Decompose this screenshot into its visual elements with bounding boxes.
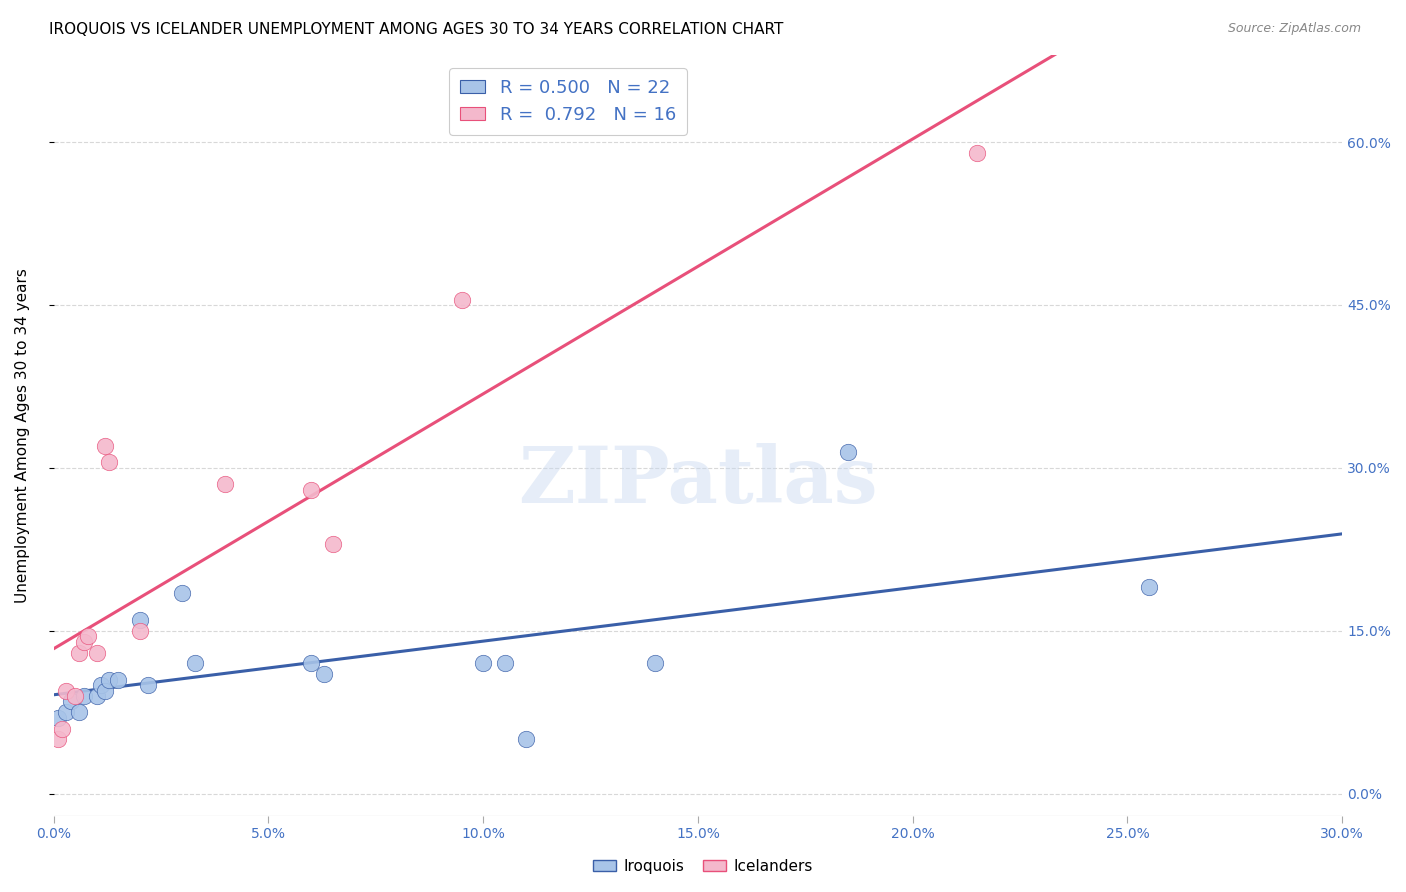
Point [77, 629, 100, 643]
Point [94, 683, 117, 698]
Point [1137, 581, 1160, 595]
Point [644, 657, 666, 671]
Point [184, 657, 207, 671]
Text: ZIPatlas: ZIPatlas [519, 443, 877, 519]
Point [515, 732, 537, 747]
Point [98, 455, 121, 469]
Point [94, 439, 117, 453]
Point [107, 673, 129, 687]
Text: Source: ZipAtlas.com: Source: ZipAtlas.com [1227, 22, 1361, 36]
Point [73, 689, 96, 703]
Point [472, 657, 495, 671]
Legend: Iroquois, Icelanders: Iroquois, Icelanders [588, 853, 818, 880]
Point [67, 646, 90, 660]
Point [55, 706, 77, 720]
Point [90, 678, 112, 692]
Point [67, 706, 90, 720]
Point [73, 634, 96, 648]
Point [299, 657, 322, 671]
Point [128, 613, 150, 627]
Point [136, 678, 159, 692]
Point [86, 646, 108, 660]
Point [966, 145, 988, 160]
Point [214, 477, 236, 491]
Point [98, 673, 121, 687]
Y-axis label: Unemployment Among Ages 30 to 34 years: Unemployment Among Ages 30 to 34 years [15, 268, 30, 603]
Point [299, 483, 322, 497]
Point [63, 689, 86, 703]
Legend: R = 0.500   N = 22, R =  0.792   N = 16: R = 0.500 N = 22, R = 0.792 N = 16 [450, 68, 688, 135]
Point [128, 624, 150, 638]
Point [314, 667, 336, 681]
Point [172, 586, 194, 600]
Point [59, 694, 82, 708]
Point [450, 293, 472, 307]
Point [494, 657, 516, 671]
Point [46, 711, 69, 725]
Text: IROQUOIS VS ICELANDER UNEMPLOYMENT AMONG AGES 30 TO 34 YEARS CORRELATION CHART: IROQUOIS VS ICELANDER UNEMPLOYMENT AMONG… [49, 22, 783, 37]
Point [46, 732, 69, 747]
Point [837, 444, 859, 458]
Point [55, 683, 77, 698]
Point [322, 537, 344, 551]
Point [86, 689, 108, 703]
Point [51, 722, 73, 736]
